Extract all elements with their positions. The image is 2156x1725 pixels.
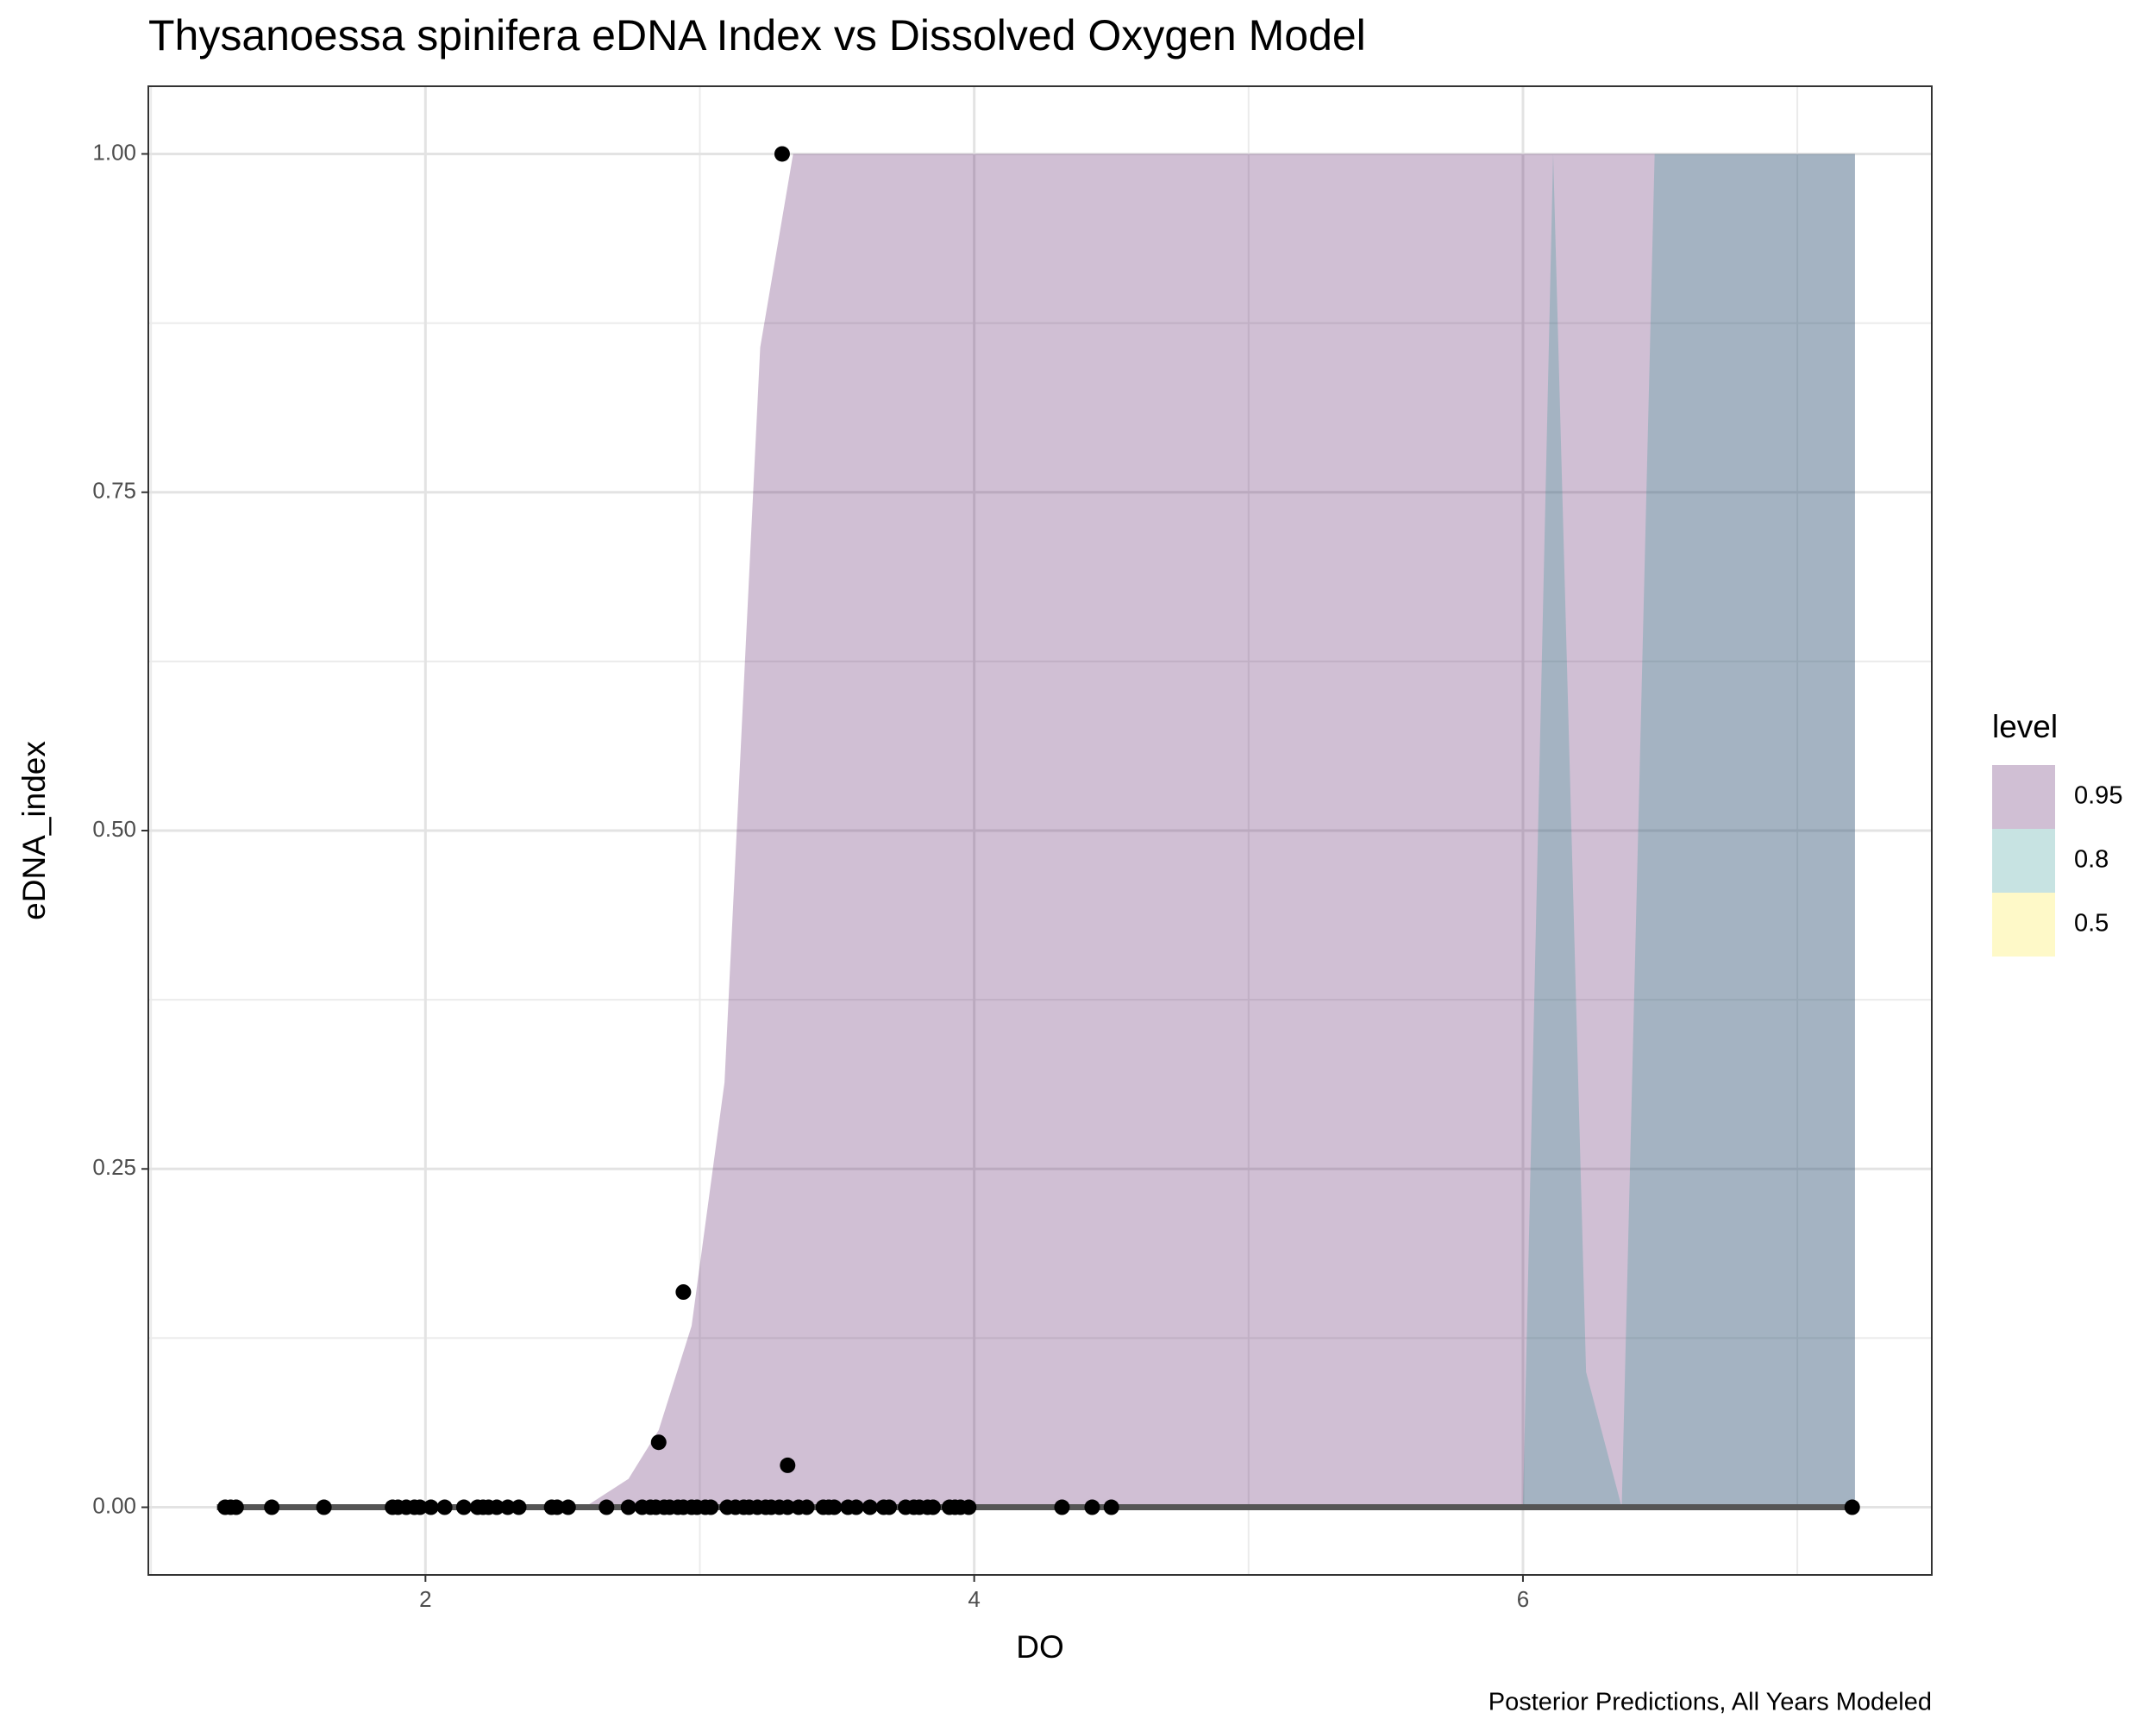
y-tick-label: 1.00 — [92, 139, 136, 165]
plot-border — [147, 85, 1933, 1576]
data-point — [650, 1434, 667, 1451]
data-point — [826, 1499, 843, 1515]
data-point — [599, 1499, 615, 1515]
y-tick-label: 0.25 — [92, 1154, 136, 1180]
legend-label: 0.95 — [2074, 782, 2122, 810]
ribbon — [1522, 154, 1855, 1508]
data-point — [780, 1457, 796, 1473]
data-point — [228, 1499, 244, 1515]
y-tick-label: 0.00 — [92, 1492, 136, 1518]
y-axis-title: eDNA_index — [16, 741, 52, 920]
data-point — [264, 1499, 280, 1515]
data-point — [411, 1499, 428, 1515]
x-axis-title: DO — [1016, 1629, 1064, 1665]
data-point — [1103, 1499, 1119, 1515]
data-point — [1084, 1499, 1100, 1515]
legend-label: 0.5 — [2074, 910, 2109, 938]
data-point — [774, 146, 790, 162]
x-tick-label: 2 — [419, 1586, 431, 1612]
data-point — [511, 1499, 527, 1515]
legend-title: level — [1992, 709, 2058, 744]
data-point — [549, 1499, 566, 1515]
data-point — [703, 1499, 719, 1515]
data-point — [881, 1499, 898, 1515]
data-point — [316, 1499, 332, 1515]
data-point — [1054, 1499, 1070, 1515]
data-point — [499, 1499, 516, 1515]
data-point — [1844, 1499, 1860, 1515]
data-point — [620, 1499, 636, 1515]
data-point — [862, 1499, 878, 1515]
legend-key-bg — [1992, 765, 2055, 829]
chart-title: Thysanoessa spinifera eDNA Index vs Diss… — [148, 11, 1366, 60]
ribbon — [216, 154, 1855, 1508]
data-point — [675, 1284, 692, 1301]
legend-key — [1992, 765, 2055, 829]
y-tick-label: 0.75 — [92, 478, 136, 504]
legend-label: 0.8 — [2074, 846, 2109, 874]
data-point — [848, 1499, 864, 1515]
x-tick-label: 4 — [968, 1586, 980, 1612]
legend-key — [1992, 829, 2055, 893]
data-point — [423, 1499, 439, 1515]
data-point — [455, 1499, 472, 1515]
data-point — [436, 1499, 453, 1515]
data-point — [780, 1499, 796, 1515]
y-tick-label: 0.50 — [92, 816, 136, 842]
caption: Posterior Predictions, All Years Modeled — [1489, 1689, 1932, 1716]
data-point — [961, 1499, 977, 1515]
data-point — [924, 1499, 941, 1515]
data-point — [799, 1499, 815, 1515]
legend-key — [1992, 893, 2055, 957]
legend-key-bg — [1992, 829, 2055, 893]
legend-key-bg — [1992, 893, 2055, 957]
data-point — [489, 1499, 505, 1515]
data-point — [560, 1499, 576, 1515]
x-tick-label: 6 — [1517, 1586, 1529, 1612]
